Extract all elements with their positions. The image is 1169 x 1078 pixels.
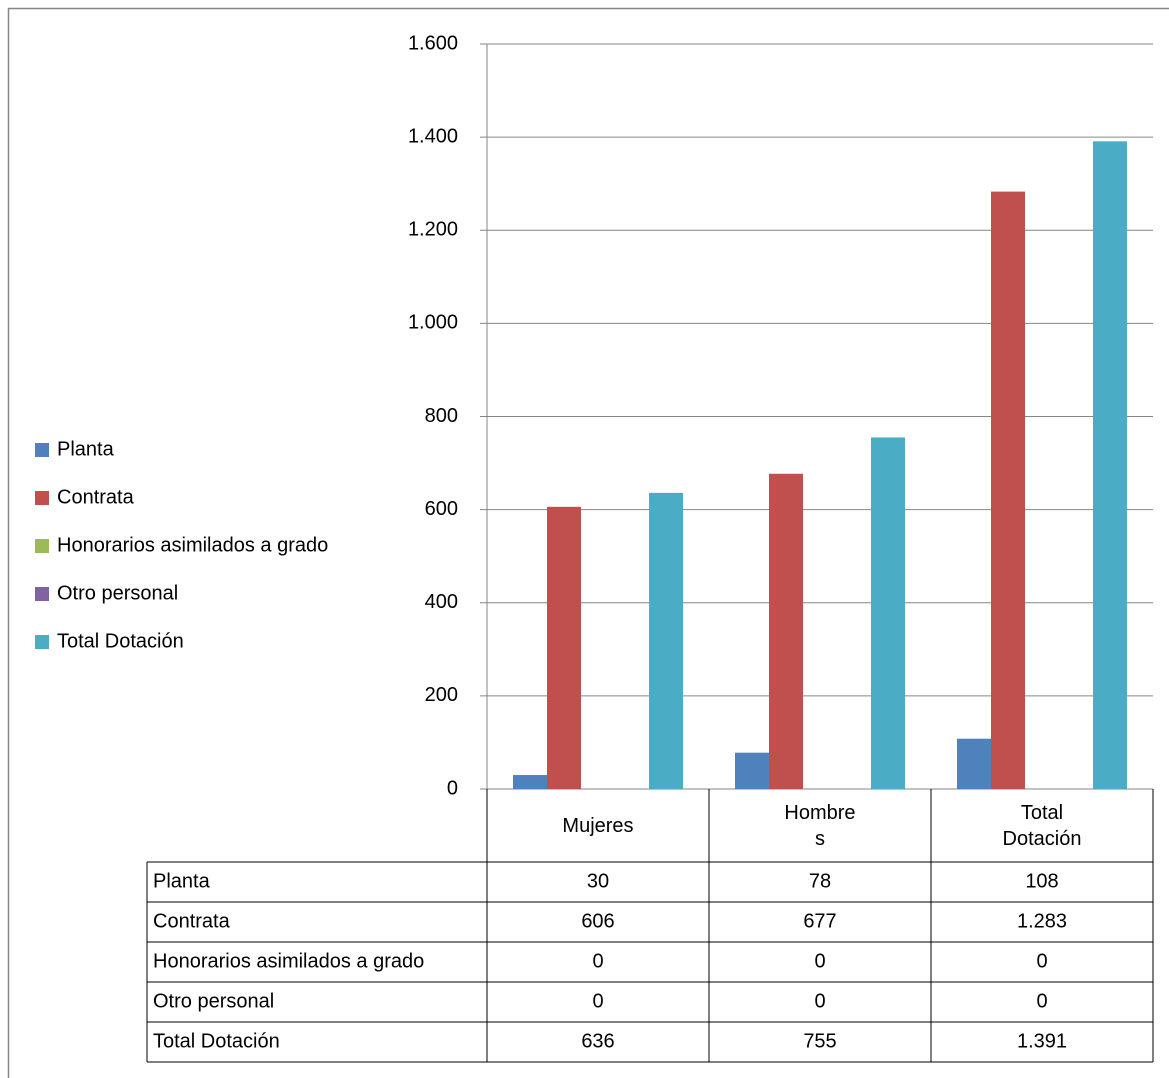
bar <box>649 492 683 789</box>
y-tick-label: 1.400 <box>408 125 458 147</box>
legend-label: Honorarios asimilados a grado <box>57 534 328 556</box>
legend-swatch <box>35 443 49 457</box>
table-value: 0 <box>1036 990 1047 1012</box>
y-tick-label: 800 <box>425 405 458 427</box>
bar <box>547 506 581 789</box>
bar <box>513 775 547 789</box>
x-tick-label: Total Dotación <box>1002 801 1082 850</box>
table-value: 0 <box>592 950 603 972</box>
bar <box>991 191 1025 789</box>
y-tick-label: 1.600 <box>408 32 458 54</box>
bar <box>735 752 769 789</box>
row-label: Total Dotación <box>153 1030 280 1052</box>
bar <box>871 437 905 789</box>
y-tick-label: 1.200 <box>408 219 458 241</box>
legend-swatch <box>35 491 49 505</box>
table-value: 606 <box>581 910 614 932</box>
legend-label: Planta <box>57 438 115 460</box>
legend-swatch <box>35 587 49 601</box>
bar <box>769 473 803 789</box>
category-cell: Hombres <box>784 801 856 850</box>
row-label: Planta <box>153 870 211 892</box>
y-tick-label: 0 <box>447 777 458 799</box>
category-cell: Total Dotación <box>1002 801 1082 850</box>
table-value: 755 <box>803 1030 836 1052</box>
x-tick-label: Mujeres <box>562 814 634 837</box>
y-tick-label: 1.000 <box>408 312 458 334</box>
table-value: 0 <box>1036 950 1047 972</box>
y-tick-label: 400 <box>425 591 458 613</box>
table-value: 108 <box>1025 870 1058 892</box>
chart-frame <box>7 7 1169 1078</box>
x-tick-label: Hombres <box>784 801 856 850</box>
bar <box>1093 141 1127 790</box>
table-value: 78 <box>809 870 831 892</box>
legend-label: Total Dotación <box>57 630 184 652</box>
legend-label: Contrata <box>57 486 135 508</box>
table-value: 0 <box>814 990 825 1012</box>
table-value: 636 <box>581 1030 614 1052</box>
table-value: 0 <box>592 990 603 1012</box>
row-label: Otro personal <box>153 990 274 1012</box>
category-cell: Mujeres <box>562 814 634 837</box>
y-tick-label: 200 <box>425 684 458 706</box>
table-value: 677 <box>803 910 836 932</box>
table-value: 0 <box>814 950 825 972</box>
table-value: 1.391 <box>1017 1030 1067 1052</box>
y-tick-label: 600 <box>425 498 458 520</box>
legend-swatch <box>35 539 49 553</box>
row-label: Contrata <box>153 910 231 932</box>
bar <box>957 738 991 789</box>
row-label: Honorarios asimilados a grado <box>153 950 424 972</box>
table-value: 1.283 <box>1017 910 1067 932</box>
legend-label: Otro personal <box>57 582 178 604</box>
table-value: 30 <box>587 870 609 892</box>
legend-swatch <box>35 635 49 649</box>
